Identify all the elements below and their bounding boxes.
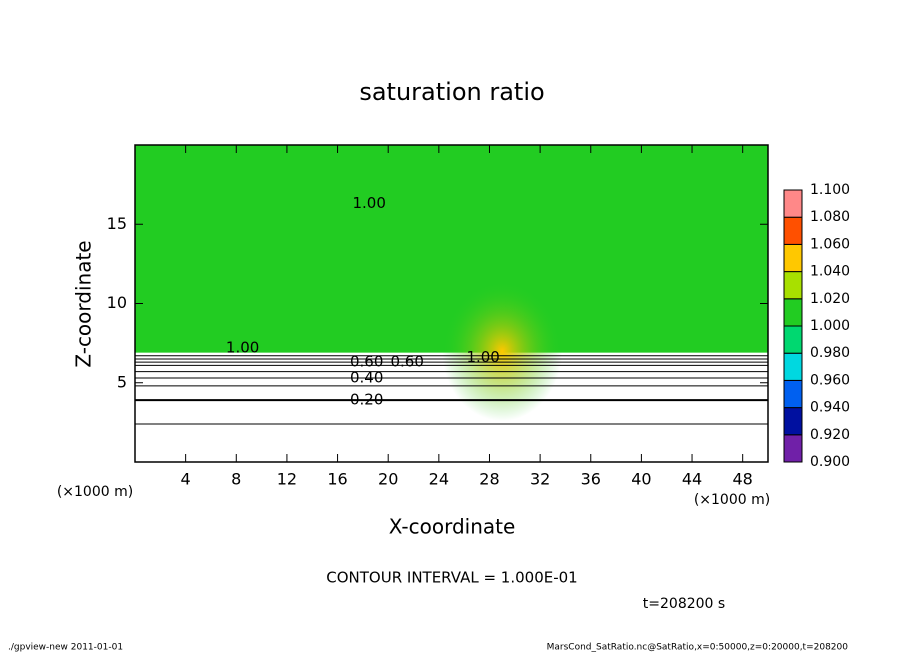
colorbar-box [783,325,803,354]
x-unit-label: (×1000 m) [694,492,770,508]
footer-left: ./gpview-new 2011-01-01 [8,643,123,653]
colorbar-box [783,189,803,218]
x-tick-label: 40 [631,470,651,489]
colorbar-label: 1.060 [810,236,850,252]
colorbar-box [783,352,803,381]
chart-title: saturation ratio [359,78,544,106]
y-unit-label: (×1000 m) [57,484,133,500]
x-tick-label: 48 [733,470,753,489]
colorbar-box [783,243,803,273]
x-tick-label: 24 [429,470,449,489]
y-axis-label: Z-coordinate [72,240,96,367]
x-axis-label: X-coordinate [389,515,516,539]
x-tick-label: 4 [181,470,191,489]
colorbar-label: 0.920 [810,427,850,443]
colorbar-label: 0.980 [810,345,850,361]
x-tick-label: 8 [231,470,241,489]
colorbar-label: 0.900 [810,454,850,470]
colorbar-label: 1.040 [810,264,850,280]
colorbar-box [783,379,803,409]
field [135,145,768,425]
contour-label: 0.40 [350,368,383,386]
contour-label: 1.00 [226,338,259,356]
contour-label: 1.00 [466,348,499,366]
time-label: t=208200 s [643,596,725,612]
x-tick-label: 36 [581,470,601,489]
colorbar-label: 0.940 [810,400,850,416]
x-tick-label: 28 [479,470,499,489]
x-tick-label: 20 [378,470,398,489]
y-tick-label: 10 [107,293,127,312]
colorbar-box [783,434,803,463]
y-tick-label: 15 [107,214,127,233]
contour-label: 0.20 [350,391,383,409]
x-tick-label: 44 [682,470,702,489]
contour-interval: CONTOUR INTERVAL = 1.000E-01 [326,569,577,587]
contour-label: 0.60 [390,353,423,371]
colorbar-box [783,216,803,245]
x-tick-label: 16 [327,470,347,489]
x-tick-label: 12 [277,470,297,489]
y-tick-label: 5 [117,372,127,391]
colorbar-label: 1.080 [810,209,850,225]
colorbar-label: 1.100 [810,182,850,198]
contour-label: 1.00 [353,194,386,212]
x-tick-label: 32 [530,470,550,489]
colorbar-box [783,407,803,436]
colorbar-label: 1.000 [810,318,850,334]
colorbar-label: 1.020 [810,291,850,307]
colorbar-box [783,271,803,300]
contour-label: 0.60 [350,353,383,371]
colorbar-box [783,298,803,327]
colorbar-label: 0.960 [810,372,850,388]
footer-right: MarsCond_SatRatio.nc@SatRatio,x=0:50000,… [547,643,849,653]
